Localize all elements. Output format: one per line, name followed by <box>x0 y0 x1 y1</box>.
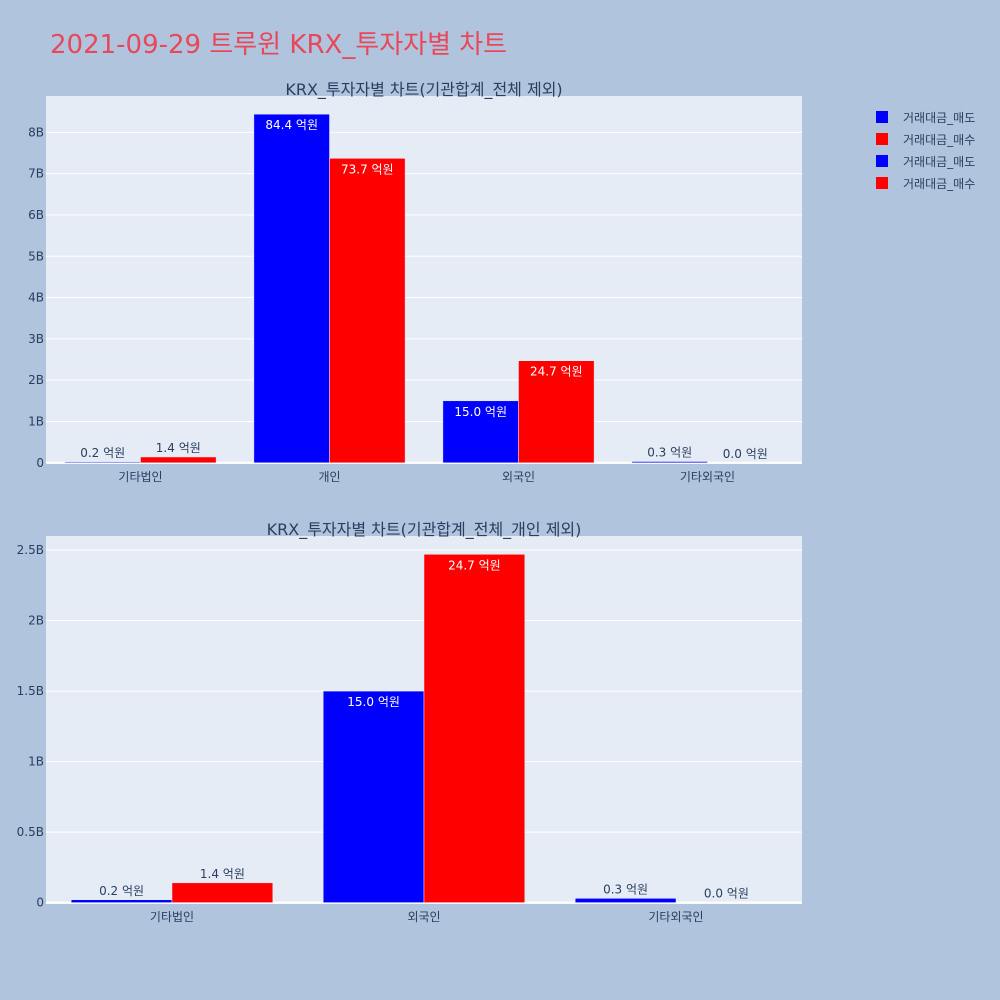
x-tick-label: 외국인 <box>407 910 440 924</box>
legend-swatch-buy <box>876 133 888 145</box>
bar <box>322 690 425 903</box>
data-label: 0.3 억원 <box>603 882 648 896</box>
data-label: 0.2 억원 <box>99 884 144 898</box>
legend-label: 거래대금_매도 <box>903 110 976 125</box>
legend-item[interactable]: 거래대금_매수 <box>876 172 975 194</box>
y-tick-label: 2B <box>28 614 44 628</box>
x-tick-label: 기타외국인 <box>680 470 735 484</box>
data-label: 73.7 억원 <box>341 162 394 176</box>
bar <box>518 360 595 464</box>
bar <box>70 899 173 903</box>
data-label: 1.4 억원 <box>200 867 245 881</box>
data-label: 0.3 억원 <box>647 446 692 460</box>
y-tick-label: 1.5B <box>17 684 44 698</box>
legend-swatch-sell <box>876 155 888 167</box>
x-tick-label: 기타법인 <box>150 910 194 924</box>
bar <box>423 554 526 903</box>
y-tick-label: 8B <box>28 125 44 139</box>
data-label: 0.2 억원 <box>80 446 125 460</box>
data-label: 84.4 억원 <box>265 118 318 132</box>
bar <box>140 456 217 464</box>
y-tick-label: 2.5B <box>17 543 44 557</box>
bar <box>574 898 677 903</box>
data-label: 24.7 억원 <box>530 365 583 379</box>
data-label: 15.0 억원 <box>454 405 507 419</box>
x-tick-label: 외국인 <box>502 470 535 484</box>
y-tick-label: 0.5B <box>17 825 44 839</box>
y-tick-label: 1B <box>28 755 44 769</box>
legend-label: 거래대금_매수 <box>903 132 976 147</box>
data-label: 24.7 억원 <box>448 558 501 572</box>
data-label: 0.0 억원 <box>704 887 749 901</box>
y-tick-label: 5B <box>28 249 44 263</box>
chart-title: KRX_투자자별 차트(기관합계_전체_개인 제외) <box>267 520 582 540</box>
y-tick-label: 1B <box>28 414 44 428</box>
legend-label: 거래대금_매도 <box>903 154 976 169</box>
plot-area <box>46 96 802 464</box>
page-title: 2021-09-29 트루윈 KRX_투자자별 차트 <box>50 30 508 60</box>
plot-area <box>46 536 802 904</box>
bar <box>171 882 274 903</box>
data-label: 1.4 억원 <box>156 441 201 455</box>
bar <box>329 158 406 464</box>
y-tick-label: 6B <box>28 208 44 222</box>
bar <box>631 461 708 464</box>
bar <box>64 461 141 464</box>
data-label: 15.0 억원 <box>347 695 400 709</box>
y-tick-label: 0 <box>36 456 44 470</box>
x-tick-label: 개인 <box>318 470 340 484</box>
x-tick-label: 기타법인 <box>118 470 162 484</box>
bar <box>253 113 330 464</box>
legend-item[interactable]: 거래대금_매수 <box>876 128 975 150</box>
chart-title: KRX_투자자별 차트(기관합계_전체 제외) <box>285 80 562 100</box>
x-tick-label: 기타외국인 <box>648 910 703 924</box>
legend-swatch-buy <box>876 177 888 189</box>
y-tick-label: 4B <box>28 291 44 305</box>
legend-item[interactable]: 거래대금_매도 <box>876 106 975 128</box>
legend-item[interactable]: 거래대금_매도 <box>876 150 975 172</box>
legend-swatch-sell <box>876 111 888 123</box>
y-tick-label: 7B <box>28 167 44 181</box>
bar <box>442 400 519 464</box>
data-label: 0.0 억원 <box>723 447 768 461</box>
y-tick-label: 0 <box>36 896 44 910</box>
legend-label: 거래대금_매수 <box>903 176 976 191</box>
legend: 거래대금_매도 거래대금_매수 거래대금_매도 거래대금_매수 <box>876 106 975 194</box>
y-tick-label: 3B <box>28 332 44 346</box>
y-tick-label: 2B <box>28 373 44 387</box>
